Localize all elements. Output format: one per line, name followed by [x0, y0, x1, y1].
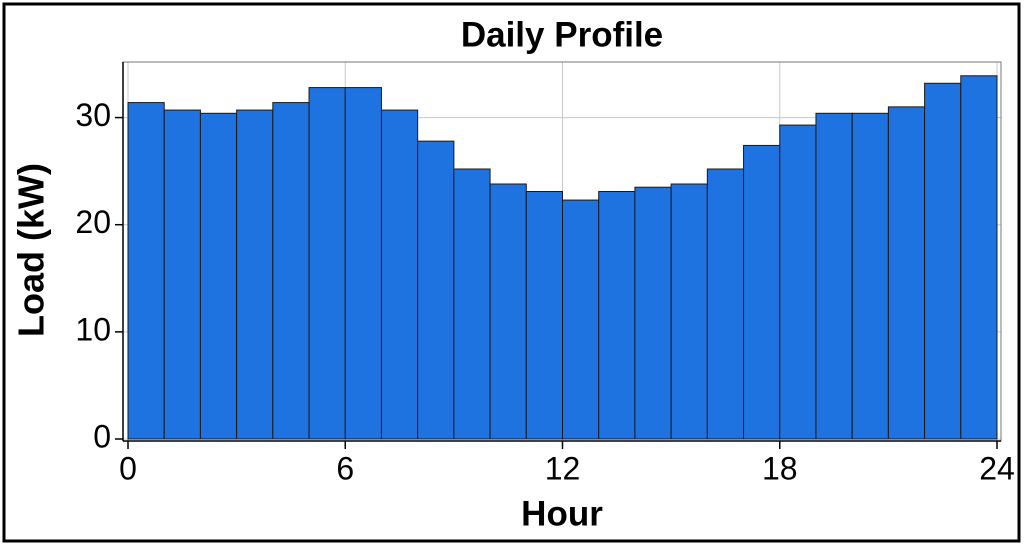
bar [308, 87, 346, 440]
bar [851, 112, 889, 440]
bar [670, 183, 708, 440]
y-axis-label: Load (kW) [11, 163, 52, 337]
bar [453, 168, 491, 440]
bar [779, 124, 817, 440]
bar [344, 87, 382, 440]
bar [634, 186, 672, 440]
bar [380, 109, 419, 440]
x-axis-label: Hour [521, 494, 603, 533]
x-tick-label: 18 [762, 450, 798, 486]
bar [127, 102, 165, 440]
bar [598, 191, 636, 440]
bar [417, 140, 455, 440]
bar [887, 106, 926, 440]
x-tick-label: 12 [545, 450, 581, 486]
bar [706, 168, 745, 440]
bar [525, 191, 564, 440]
bar [163, 109, 201, 440]
bar [272, 102, 310, 440]
y-tick-label: 10 [75, 311, 111, 347]
bar [199, 112, 238, 440]
bar [815, 112, 853, 440]
y-tick-label: 30 [75, 97, 111, 133]
chart-title: Daily Profile [461, 15, 663, 54]
x-tick-label: 6 [336, 450, 354, 486]
y-tick-label: 20 [75, 204, 111, 240]
bar [960, 75, 998, 440]
bar [489, 183, 527, 440]
bar [924, 82, 962, 440]
bar [562, 199, 600, 440]
bar [236, 109, 274, 440]
x-tick-label: 0 [119, 450, 137, 486]
x-tick-label: 24 [979, 450, 1015, 486]
bar [743, 144, 781, 440]
y-tick-label: 0 [93, 418, 111, 454]
